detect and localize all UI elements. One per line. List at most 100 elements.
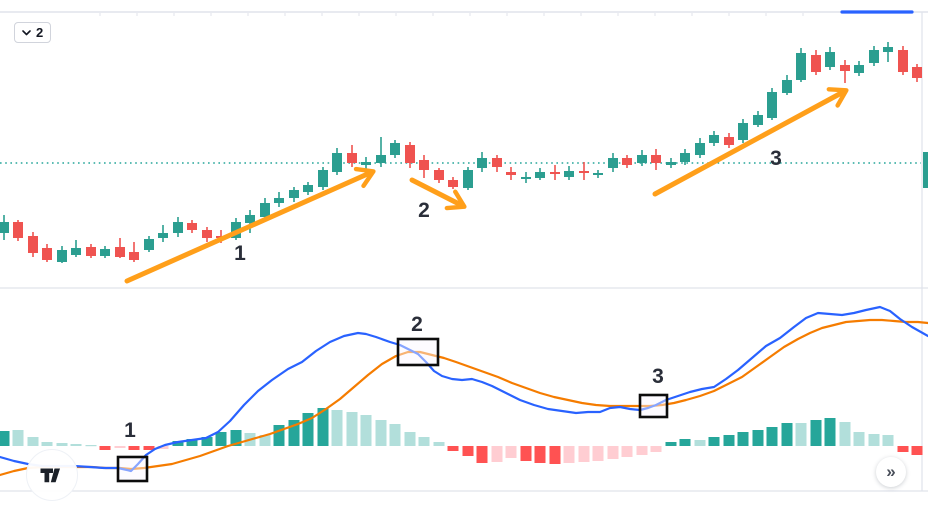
- annotation-label: 3: [770, 147, 782, 170]
- candle-body-up: [158, 233, 168, 238]
- candle-body-up: [535, 172, 545, 178]
- macd-histogram-bar: [897, 446, 909, 452]
- trend-arrow-3: [652, 87, 849, 197]
- macd-histogram-bar: [534, 446, 546, 463]
- candle-body-up: [245, 215, 255, 223]
- macd-histogram-bar: [0, 431, 10, 446]
- macd-histogram-bar: [404, 432, 416, 446]
- macd-histogram-bar: [578, 446, 590, 462]
- scroll-right-button[interactable]: »: [876, 457, 906, 487]
- candle-body-down: [448, 180, 458, 187]
- macd-histogram-bar: [27, 437, 39, 446]
- candle-body-down: [42, 248, 52, 260]
- candle-body-down: [898, 50, 908, 72]
- candle-body-up: [637, 155, 647, 163]
- macd-histogram-bar: [766, 427, 778, 446]
- candle-body-down: [506, 172, 516, 175]
- candle-body-down: [840, 65, 850, 71]
- macd-histogram-bar: [592, 446, 604, 461]
- macd-histogram-bar: [839, 422, 851, 446]
- macd-histogram-bar: [491, 446, 503, 462]
- candle-body-up: [274, 198, 284, 203]
- candle-body-up: [318, 170, 328, 187]
- annotation-label: 3: [652, 365, 664, 388]
- macd-histogram-bar: [85, 445, 97, 447]
- pane-collapse-count: 2: [36, 25, 44, 40]
- pane-collapse-button[interactable]: 2: [14, 22, 52, 43]
- tradingview-logo[interactable]: [26, 449, 78, 501]
- candle-body-down: [912, 67, 922, 78]
- candle-body-down: [434, 170, 444, 180]
- candle-body-down: [347, 153, 357, 163]
- candle-body-down: [187, 223, 197, 230]
- candle-body-up: [738, 123, 748, 140]
- macd-histogram-bar: [781, 423, 793, 446]
- macd-histogram-bar: [12, 430, 24, 446]
- candle-body-up: [260, 203, 270, 217]
- macd-histogram-bar: [331, 410, 343, 446]
- macd-histogram-bar: [795, 423, 807, 446]
- candle-body-up: [593, 173, 603, 175]
- macd-histogram-bar: [462, 446, 474, 456]
- macd-histogram-bar: [694, 440, 706, 446]
- macd-histogram-bar: [375, 420, 387, 446]
- macd-histogram-bar: [346, 412, 358, 446]
- candle-body-up: [767, 92, 777, 118]
- macd-histogram-bar: [824, 418, 836, 446]
- candle-body-up: [477, 158, 487, 168]
- macd-histogram-bar: [447, 446, 459, 451]
- trend-arrow-2: [409, 177, 467, 211]
- macd-histogram-bar: [201, 437, 213, 446]
- macd-histogram-bar: [128, 446, 140, 450]
- candle-body-up: [680, 153, 690, 162]
- double-chevron-right-icon: »: [886, 462, 896, 481]
- candle-body-up: [666, 162, 676, 165]
- macd-histogram-bar: [186, 439, 198, 446]
- candle-body-up: [796, 53, 806, 80]
- macd-histogram-bar: [853, 432, 865, 446]
- candle-body-up: [0, 222, 9, 233]
- candle-body-up: [361, 162, 371, 165]
- macd-histogram-bar: [723, 435, 735, 446]
- candle-body-up: [709, 135, 719, 143]
- chevron-down-icon: [22, 29, 31, 35]
- macd-histogram-bar: [520, 446, 532, 461]
- candle-body-up: [854, 65, 864, 73]
- candle-body-up: [173, 222, 183, 233]
- macd-histogram-bar: [317, 408, 329, 446]
- crossover-box-2: [396, 337, 440, 367]
- macd-histogram-bar: [476, 446, 488, 463]
- candle-body-down: [13, 222, 23, 238]
- annotation-label: 1: [234, 242, 246, 265]
- candle-body-up: [782, 80, 792, 93]
- annotation-label: 1: [124, 419, 136, 442]
- tradingview-logo-icon: [40, 468, 60, 482]
- candle-body-up: [825, 52, 835, 67]
- candle-body-down: [492, 158, 502, 167]
- annotation-label: 2: [411, 313, 423, 336]
- macd-histogram-bar: [911, 446, 923, 455]
- macd-histogram-bar: [99, 446, 111, 450]
- partial-candle: [923, 152, 928, 188]
- macd-histogram-bar: [549, 446, 561, 464]
- candle-body-down: [202, 230, 212, 238]
- trend-arrow-1: [124, 166, 376, 284]
- macd-histogram-bar: [389, 424, 401, 446]
- candle-body-down: [724, 137, 734, 145]
- candle-body-up: [608, 158, 618, 168]
- macd-histogram-bar: [259, 435, 271, 446]
- macd-histogram-bar: [215, 432, 227, 446]
- macd-line: [0, 305, 928, 473]
- macd-histogram-bar: [433, 442, 445, 446]
- macd-histogram-bar: [752, 430, 764, 446]
- macd-histogram-bar: [288, 420, 300, 446]
- macd-histogram-bar: [230, 430, 242, 446]
- macd-histogram-bar: [157, 446, 169, 449]
- candle-body-up: [753, 115, 763, 125]
- macd-histogram-bar: [56, 443, 68, 446]
- candle-body-up: [71, 248, 81, 255]
- macd-histogram-bar: [737, 432, 749, 446]
- candle-body-down: [811, 55, 821, 72]
- candle-body-up: [869, 50, 879, 63]
